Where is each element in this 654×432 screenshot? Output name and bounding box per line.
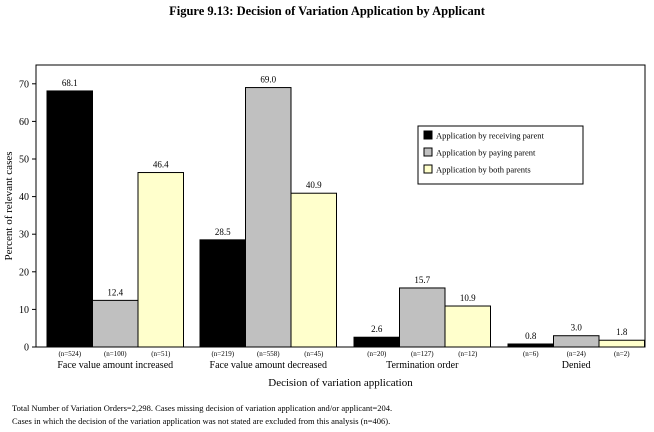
data-label: 69.0 [260, 75, 276, 85]
footnote-exclusions: Cases in which the decision of the varia… [12, 416, 391, 426]
legend-label: Application by receiving parent [436, 131, 545, 141]
data-label: 0.8 [525, 331, 537, 341]
n-label: (n=20) [367, 350, 387, 358]
n-label: (n=6) [523, 350, 539, 358]
x-tick-label: Face value amount increased [57, 360, 173, 371]
bar [598, 339, 645, 348]
data-label: 28.5 [215, 227, 231, 237]
data-label: 15.7 [414, 275, 430, 285]
x-tick-label: Denied [562, 360, 591, 371]
y-tick-label: 0 [24, 343, 29, 354]
n-label: (n=127) [411, 350, 434, 358]
data-label: 68.1 [62, 78, 78, 88]
y-tick-label: 30 [19, 230, 29, 241]
bar [92, 299, 139, 348]
data-label: 3.0 [571, 323, 583, 333]
n-label: (n=45) [304, 350, 324, 358]
bar [553, 335, 600, 348]
x-tick-label: Face value amount decreased [210, 360, 327, 371]
y-tick-label: 40 [19, 192, 29, 203]
bar [399, 287, 446, 348]
data-label: 12.4 [107, 287, 123, 297]
data-label: 1.8 [616, 327, 628, 337]
y-tick-label: 10 [19, 305, 29, 316]
n-label: (n=100) [104, 350, 127, 358]
y-axis-title: Percent of relevant cases [3, 151, 15, 260]
n-label: (n=2) [614, 350, 630, 358]
y-tick-label: 50 [19, 155, 29, 166]
bar [46, 90, 93, 348]
chart-title: Figure 9.13: Decision of Variation Appli… [169, 4, 485, 18]
n-label: (n=12) [458, 350, 478, 358]
bar [137, 172, 184, 348]
legend-swatch [423, 130, 433, 140]
bar [199, 239, 246, 348]
data-label: 2.6 [371, 324, 383, 334]
y-tick-label: 70 [19, 79, 29, 90]
y-tick-label: 60 [19, 117, 29, 128]
x-axis-title: Decision of variation application [268, 377, 413, 389]
n-label: (n=558) [257, 350, 280, 358]
n-label: (n=219) [211, 350, 234, 358]
bar [444, 305, 491, 348]
y-tick-label: 20 [19, 267, 29, 278]
legend-box [417, 125, 584, 185]
bar [507, 343, 554, 348]
n-label: (n=51) [151, 350, 171, 358]
n-label: (n=24) [567, 350, 587, 358]
n-label: (n=524) [58, 350, 81, 358]
data-label: 10.9 [460, 293, 476, 303]
legend-label: Application by paying parent [436, 148, 536, 158]
footnote-total-orders: Total Number of Variation Orders=2,298. … [12, 403, 393, 413]
x-tick-label: Termination order [386, 360, 459, 371]
bar [353, 336, 400, 348]
legend-swatch [423, 147, 433, 157]
bar [290, 192, 337, 348]
bar [245, 87, 292, 348]
data-label: 40.9 [306, 180, 322, 190]
legend-label: Application by both parents [436, 165, 531, 175]
plot-area [35, 64, 646, 348]
legend-swatch [423, 164, 433, 174]
data-label: 46.4 [153, 160, 169, 170]
